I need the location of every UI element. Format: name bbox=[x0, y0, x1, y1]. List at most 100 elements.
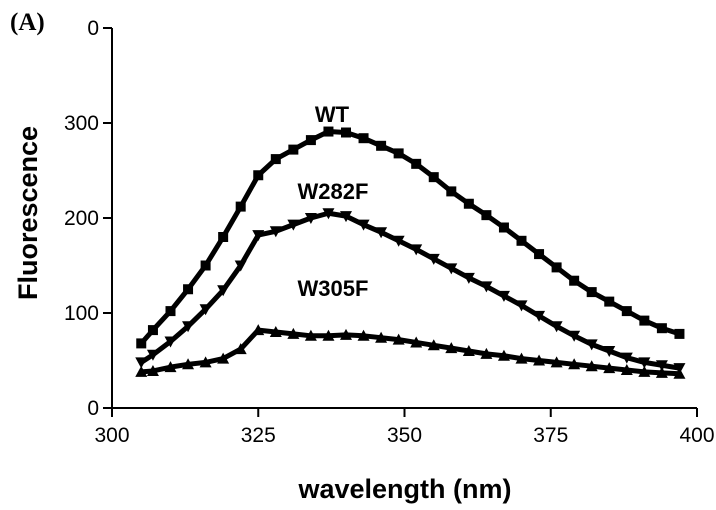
data-point bbox=[269, 326, 282, 337]
data-point bbox=[199, 356, 212, 368]
data-point bbox=[656, 323, 667, 334]
data-point bbox=[427, 253, 440, 265]
data-point bbox=[165, 306, 176, 317]
data-point bbox=[269, 226, 282, 238]
y-tick-label: 200 bbox=[64, 207, 99, 230]
series-label: WT bbox=[315, 102, 350, 127]
data-point bbox=[533, 310, 546, 322]
data-point bbox=[462, 272, 475, 284]
data-point bbox=[515, 352, 528, 364]
data-point bbox=[340, 211, 352, 223]
data-point bbox=[550, 321, 563, 333]
data-point bbox=[620, 364, 633, 375]
data-point bbox=[568, 330, 581, 342]
x-axis-title: wavelength (nm) bbox=[297, 474, 511, 504]
data-point bbox=[568, 358, 581, 370]
data-point bbox=[655, 360, 668, 372]
series-label: W305F bbox=[298, 276, 369, 301]
data-point bbox=[304, 329, 317, 341]
data-point bbox=[135, 357, 148, 369]
data-point bbox=[410, 244, 423, 256]
x-tick-label: 300 bbox=[94, 424, 129, 447]
data-point bbox=[586, 287, 597, 298]
data-point bbox=[287, 327, 300, 339]
data-point bbox=[357, 329, 370, 341]
data-point bbox=[304, 213, 317, 224]
data-point bbox=[604, 296, 615, 307]
series-wt: WT bbox=[136, 102, 685, 349]
data-point bbox=[550, 356, 563, 368]
data-point bbox=[135, 365, 148, 377]
data-point bbox=[497, 349, 510, 361]
data-point bbox=[603, 346, 616, 357]
data-point bbox=[551, 262, 562, 273]
data-point bbox=[217, 352, 230, 364]
data-point bbox=[234, 260, 247, 272]
x-tick-label: 350 bbox=[387, 424, 422, 447]
data-point bbox=[497, 290, 510, 302]
data-point bbox=[427, 339, 440, 351]
data-point bbox=[375, 227, 388, 239]
data-point bbox=[146, 364, 159, 376]
data-point bbox=[569, 275, 580, 286]
data-point bbox=[621, 306, 632, 317]
axes: 0 100 200 300 0 300 325 350 375 400 bbox=[64, 17, 715, 447]
data-point bbox=[199, 304, 212, 316]
data-point bbox=[323, 126, 334, 137]
data-point bbox=[252, 324, 265, 336]
series-w282f: W282F bbox=[135, 179, 686, 375]
data-point bbox=[357, 219, 370, 231]
data-point bbox=[288, 144, 299, 155]
data-point bbox=[358, 133, 369, 144]
data-point bbox=[322, 329, 335, 341]
data-point bbox=[270, 154, 281, 165]
data-point bbox=[235, 201, 246, 212]
data-point bbox=[638, 365, 651, 377]
data-point bbox=[480, 281, 493, 293]
data-point bbox=[164, 336, 177, 348]
data-point bbox=[516, 235, 527, 246]
data-point bbox=[393, 148, 404, 159]
x-tick-label: 325 bbox=[241, 424, 276, 447]
data-point bbox=[638, 357, 651, 369]
data-point bbox=[341, 127, 351, 138]
data-point bbox=[182, 321, 195, 333]
data-point bbox=[147, 325, 158, 336]
data-point bbox=[287, 219, 300, 231]
data-point bbox=[410, 336, 423, 348]
data-point bbox=[252, 230, 265, 242]
data-point bbox=[639, 315, 650, 326]
series-line bbox=[141, 327, 680, 377]
data-point bbox=[183, 284, 194, 295]
y-tick-label: 0 bbox=[87, 397, 99, 420]
data-point bbox=[322, 208, 335, 220]
data-point bbox=[164, 361, 177, 373]
data-point bbox=[253, 170, 264, 181]
x-tick-label: 400 bbox=[679, 424, 714, 447]
data-point bbox=[620, 352, 633, 364]
data-point bbox=[446, 186, 457, 197]
data-point bbox=[534, 249, 545, 260]
x-tick-label: 375 bbox=[533, 424, 568, 447]
data-point bbox=[305, 135, 316, 146]
data-point bbox=[375, 331, 388, 343]
series-label: W282F bbox=[298, 179, 369, 204]
data-point bbox=[515, 300, 528, 312]
data-point bbox=[585, 339, 598, 351]
y-tick-label: 0 bbox=[87, 17, 99, 40]
data-point bbox=[136, 338, 147, 349]
data-point bbox=[533, 354, 546, 366]
series-w305f: W305F bbox=[135, 276, 686, 379]
data-point bbox=[498, 222, 509, 233]
data-point bbox=[218, 232, 229, 242]
data-point bbox=[217, 285, 230, 297]
data-point bbox=[585, 360, 598, 372]
data-point bbox=[428, 172, 439, 183]
data-point bbox=[445, 263, 458, 275]
data-point bbox=[655, 366, 668, 378]
data-point bbox=[146, 349, 159, 361]
data-point bbox=[673, 367, 686, 379]
data-point bbox=[480, 347, 493, 359]
y-tick-label: 100 bbox=[64, 302, 99, 325]
